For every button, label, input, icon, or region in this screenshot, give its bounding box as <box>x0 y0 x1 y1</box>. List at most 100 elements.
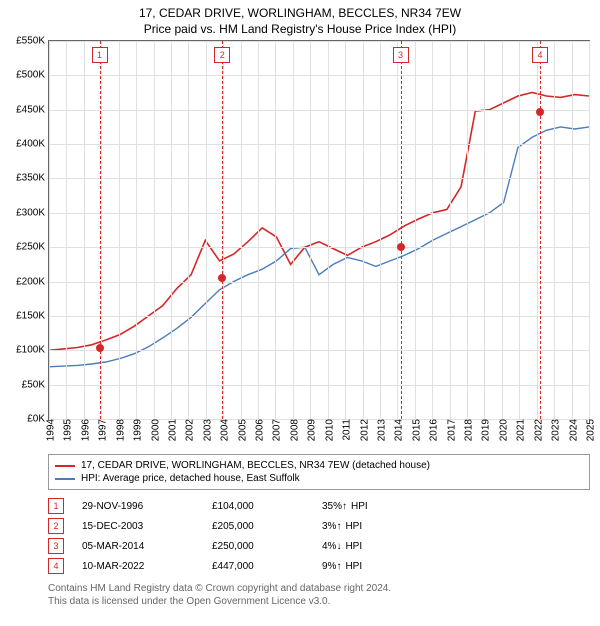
gridline-v <box>154 41 155 419</box>
gridline-v <box>467 41 468 419</box>
x-tick-label: 1999 <box>129 419 144 441</box>
x-tick-label: 1997 <box>94 419 109 441</box>
event-dot <box>96 344 104 352</box>
gridline-h <box>49 110 589 111</box>
legend-swatch-price <box>55 465 75 467</box>
event-price: £447,000 <box>212 561 322 572</box>
gridline-h <box>49 350 589 351</box>
event-price: £250,000 <box>212 541 322 552</box>
x-tick-label: 2015 <box>407 419 422 441</box>
x-tick-label: 2004 <box>216 419 231 441</box>
footnote-line: This data is licensed under the Open Gov… <box>48 595 590 608</box>
event-num: 1 <box>48 498 64 514</box>
event-hpi-label: HPI <box>345 541 362 552</box>
gridline-v <box>537 41 538 419</box>
legend-item-hpi: HPI: Average price, detached house, East… <box>55 472 583 485</box>
y-tick-label: £450K <box>16 104 49 115</box>
gridline-v <box>258 41 259 419</box>
legend-label: HPI: Average price, detached house, East… <box>81 473 300 484</box>
event-num: 2 <box>48 518 64 534</box>
gridline-v <box>275 41 276 419</box>
y-tick-label: £200K <box>16 276 49 287</box>
x-tick-label: 2022 <box>529 419 544 441</box>
y-tick-label: £100K <box>16 345 49 356</box>
legend-swatch-hpi <box>55 478 75 480</box>
gridline-h <box>49 41 589 42</box>
y-tick-label: £50K <box>22 379 49 390</box>
gridline-v <box>84 41 85 419</box>
y-tick-label: £400K <box>16 139 49 150</box>
gridline-h <box>49 385 589 386</box>
event-hpi-label: HPI <box>345 561 362 572</box>
x-tick-label: 2016 <box>425 419 440 441</box>
x-tick-label: 1994 <box>42 419 57 441</box>
gridline-v <box>572 41 573 419</box>
x-tick-label: 2023 <box>547 419 562 441</box>
event-price: £205,000 <box>212 521 322 532</box>
gridline-v <box>328 41 329 419</box>
event-row: 215-DEC-2003£205,0003% ↑HPI <box>48 516 590 536</box>
footnote: Contains HM Land Registry data © Crown c… <box>48 582 590 608</box>
x-tick-label: 2011 <box>338 419 353 441</box>
x-tick-label: 2021 <box>512 419 527 441</box>
x-tick-label: 2014 <box>390 419 405 441</box>
gridline-v <box>188 41 189 419</box>
event-num: 4 <box>48 558 64 574</box>
x-tick-label: 2005 <box>233 419 248 441</box>
x-tick-label: 2000 <box>146 419 161 441</box>
arrow-icon: ↑ <box>336 521 341 532</box>
x-tick-label: 2024 <box>564 419 579 441</box>
x-tick-label: 2013 <box>372 419 387 441</box>
footnote-line: Contains HM Land Registry data © Crown c… <box>48 582 590 595</box>
event-marker-line <box>100 41 101 419</box>
gridline-v <box>589 41 590 419</box>
event-date: 29-NOV-1996 <box>82 501 212 512</box>
event-marker-box: 1 <box>92 47 108 63</box>
x-tick-label: 2017 <box>442 419 457 441</box>
gridline-v <box>171 41 172 419</box>
x-tick-label: 2007 <box>268 419 283 441</box>
gridline-h <box>49 213 589 214</box>
x-tick-label: 2001 <box>163 419 178 441</box>
event-dot <box>536 108 544 116</box>
gridline-v <box>380 41 381 419</box>
y-tick-label: £150K <box>16 310 49 321</box>
gridline-v <box>136 41 137 419</box>
gridline-v <box>119 41 120 419</box>
gridline-v <box>363 41 364 419</box>
series-line-price_paid <box>49 93 589 351</box>
page-subtitle: Price paid vs. HM Land Registry's House … <box>0 22 600 36</box>
event-date: 15-DEC-2003 <box>82 521 212 532</box>
gridline-v <box>66 41 67 419</box>
arrow-icon: ↑ <box>342 501 347 512</box>
event-dot <box>397 243 405 251</box>
gridline-h <box>49 75 589 76</box>
event-dot <box>218 274 226 282</box>
event-marker-box: 3 <box>393 47 409 63</box>
event-pct: 4% <box>322 541 336 552</box>
event-pct: 35% <box>322 501 342 512</box>
legend: 17, CEDAR DRIVE, WORLINGHAM, BECCLES, NR… <box>48 454 590 490</box>
gridline-v <box>241 41 242 419</box>
y-tick-label: £250K <box>16 242 49 253</box>
x-tick-label: 2009 <box>303 419 318 441</box>
event-date: 05-MAR-2014 <box>82 541 212 552</box>
gridline-v <box>49 41 50 419</box>
event-row: 129-NOV-1996£104,00035% ↑HPI <box>48 496 590 516</box>
gridline-v <box>415 41 416 419</box>
event-row: 305-MAR-2014£250,0004% ↓HPI <box>48 536 590 556</box>
gridline-v <box>101 41 102 419</box>
event-date: 10-MAR-2022 <box>82 561 212 572</box>
event-num: 3 <box>48 538 64 554</box>
x-tick-label: 1995 <box>59 419 74 441</box>
gridline-h <box>49 178 589 179</box>
x-tick-label: 1996 <box>76 419 91 441</box>
gridline-v <box>397 41 398 419</box>
event-price: £104,000 <box>212 501 322 512</box>
y-tick-label: £500K <box>16 70 49 81</box>
legend-label: 17, CEDAR DRIVE, WORLINGHAM, BECCLES, NR… <box>81 460 430 471</box>
x-tick-label: 2020 <box>494 419 509 441</box>
event-row: 410-MAR-2022£447,0009% ↑HPI <box>48 556 590 576</box>
gridline-v <box>519 41 520 419</box>
y-tick-label: £550K <box>16 36 49 47</box>
